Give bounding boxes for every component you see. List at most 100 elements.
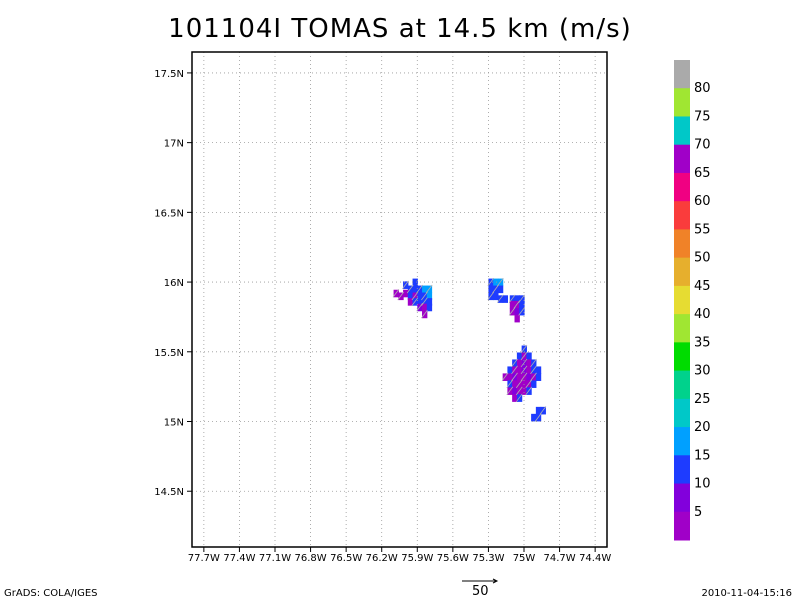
footer-timestamp: 2010-11-04-15:16 (701, 588, 792, 599)
wind-cell (509, 300, 516, 309)
footer-credit: GrADS: COLA/IGES (4, 588, 98, 599)
wind-cell (422, 303, 428, 312)
wind-cell (507, 373, 513, 381)
wind-cell (535, 406, 542, 415)
wind-cell (422, 298, 428, 306)
x-tick-label: 77.7W (188, 553, 220, 564)
wind-cell (403, 289, 409, 298)
plot-title: 101104I TOMAS at 14.5 km (m/s) (168, 14, 632, 44)
wind-vector (530, 365, 537, 375)
wind-vector (416, 284, 423, 294)
colorbar-segment (674, 88, 690, 117)
colorbar-label: 65 (694, 166, 711, 181)
colorbar-segment (674, 201, 690, 230)
wind-cell (417, 285, 423, 294)
y-tick-label: 16N (164, 278, 184, 289)
vector-scale-label: 50 (472, 584, 489, 599)
wind-cell (526, 387, 532, 395)
wind-cell (526, 373, 532, 381)
colorbar-label: 40 (694, 307, 711, 322)
wind-cell (516, 394, 523, 402)
wind-cell (412, 278, 418, 287)
x-tick-label: 75W (513, 553, 536, 564)
vector-scale-arrow (462, 578, 499, 584)
wind-cell (526, 380, 532, 388)
wind-cell (514, 295, 520, 303)
colorbar-label: 55 (694, 222, 711, 237)
colorbar-segment (674, 314, 690, 343)
wind-vector (515, 379, 523, 389)
colorbar-segment (674, 60, 690, 89)
wind-cell (512, 359, 518, 368)
wind-cell (502, 295, 508, 303)
x-axis-ticks: 77.7W 77.4W 77.1W 76.8W 76.5W 76.2W 75.9W 75.6W… (188, 547, 611, 564)
wind-vector (501, 372, 509, 382)
wind-cell (526, 359, 532, 368)
colorbar: 5 10 15 20 25 30 35 40 45 50 55 60 65 70 75 80 (674, 60, 711, 541)
wind-cell (502, 373, 508, 381)
wind-cell (497, 295, 504, 303)
wind-cell (393, 289, 399, 298)
x-tick-label: 77.1W (259, 553, 291, 564)
wind-vector (520, 351, 528, 361)
wind-cell (516, 380, 523, 388)
y-tick-label: 15N (164, 418, 184, 429)
wind-cell (521, 387, 527, 395)
wind-vector (530, 358, 537, 368)
y-tick-label: 14.5N (154, 487, 184, 498)
wind-cell (531, 413, 537, 422)
colorbar-segment (674, 370, 690, 400)
wind-vector (392, 288, 400, 298)
wind-vector (506, 379, 514, 389)
wind-cell (512, 394, 518, 402)
plot-frame (191, 51, 608, 548)
wind-vector (511, 365, 518, 375)
wind-cell (412, 298, 418, 306)
x-tick-label: 75.3W (472, 553, 504, 564)
wind-cell (412, 285, 418, 294)
colorbar-segment (674, 427, 690, 456)
y-tick-label: 15.5N (154, 348, 184, 359)
wind-speed-cells (393, 278, 546, 422)
x-tick-label: 76.8W (294, 553, 326, 564)
colorbar-label: 60 (694, 194, 711, 209)
colorbar-label: 45 (694, 279, 711, 294)
wind-cell (412, 292, 418, 301)
x-tick-label: 76.2W (366, 553, 398, 564)
colorbar-segment (674, 398, 690, 428)
wind-cell (516, 373, 523, 381)
wind-cell (519, 300, 525, 309)
colorbar-label: 10 (694, 477, 711, 492)
wind-vector (421, 291, 428, 301)
wind-vector (515, 386, 523, 396)
wind-cell (521, 373, 527, 381)
wind-cell (531, 359, 537, 368)
wind-cell (509, 307, 516, 316)
wind-cell (516, 387, 523, 395)
wind-cell (488, 292, 494, 301)
wind-cell (507, 387, 513, 395)
wind-cell (521, 366, 527, 375)
wind-cell (519, 295, 525, 303)
wind-cell (512, 373, 518, 381)
x-tick-label: 75.6W (437, 553, 469, 564)
colorbar-label: 75 (694, 109, 711, 124)
wind-cell (507, 366, 513, 375)
wind-cell (497, 285, 504, 294)
wind-cell (426, 292, 433, 301)
wind-cell (417, 292, 423, 301)
x-tick-label: 74.7W (543, 553, 575, 564)
wind-vector (406, 284, 414, 294)
colorbar-segment (674, 229, 690, 259)
wind-cell (507, 380, 513, 388)
colorbar-label: 15 (694, 448, 711, 463)
wind-vector (492, 284, 499, 294)
wind-vector (513, 300, 521, 309)
colorbar-label: 25 (694, 392, 711, 407)
x-tick-label: 77.4W (223, 553, 255, 564)
wind-vector (534, 413, 542, 422)
colorbar-segment (674, 285, 690, 315)
wind-cell (512, 366, 518, 375)
wind-vector (397, 291, 405, 301)
